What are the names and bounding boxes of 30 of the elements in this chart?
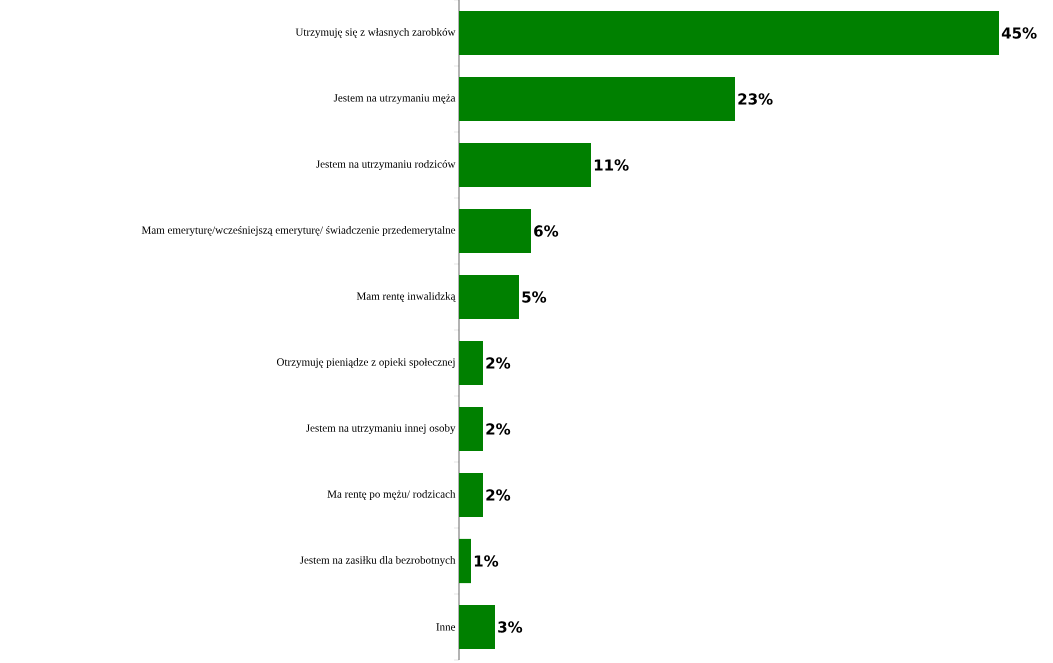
bar (459, 538, 471, 584)
bar (459, 340, 483, 386)
bar (459, 472, 483, 518)
data-label: 2% (486, 357, 511, 369)
data-label: 6% (534, 225, 559, 237)
bar (459, 142, 591, 188)
y-tick-label: Mam emeryturę/wcześniejszą emeryturę/ świadczenie przedemerytalne (141, 225, 456, 237)
y-tick-label: Jestem na utrzymaniu męża (333, 94, 456, 104)
data-label: 3% (498, 621, 523, 633)
data-label: 5% (522, 291, 547, 303)
data-label: 2% (486, 423, 511, 435)
y-tick-label: Mam rentę inwalidzką (356, 292, 456, 302)
y-tick-label: Utrzymuję się z własnych zarobków (295, 27, 456, 39)
data-label: 1% (474, 555, 499, 567)
y-tick-label: Jestem na utrzymaniu innej osoby (306, 424, 456, 435)
y-tick-label: Jestem na zasiłku dla bezrobotnych (299, 556, 456, 567)
data-label: 45% (1001, 27, 1037, 39)
bar (459, 76, 735, 122)
bar (459, 406, 483, 452)
y-tick-label: Jestem na utrzymaniu rodziców (316, 159, 456, 171)
bar (459, 604, 495, 650)
y-tick-label: Ma rentę po mężu/ rodzicach (327, 490, 456, 500)
y-tick-label: Otrzymuję pieniądze z opieki społecznej (276, 358, 455, 369)
y-tick-label: Inne (436, 623, 456, 631)
bar (459, 208, 531, 254)
data-label: 2% (486, 489, 511, 501)
bar (459, 274, 519, 320)
data-label: 23% (738, 93, 773, 105)
bar (459, 10, 1000, 56)
data-label: 11% (594, 159, 629, 171)
